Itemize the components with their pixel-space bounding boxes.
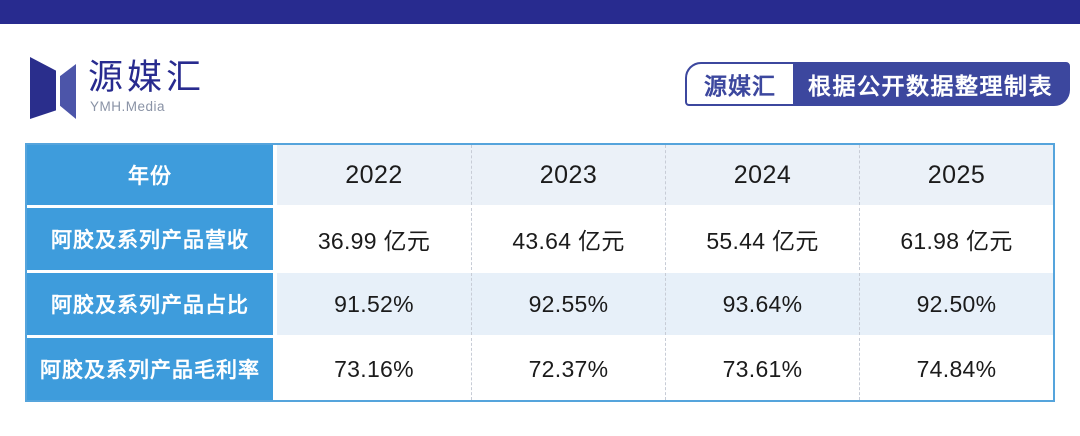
year-header-2022: 2022 [277,145,471,205]
badge-source-text: 根据公开数据整理制表 [793,64,1068,104]
revenue-2023: 43.64 亿元 [471,208,665,270]
year-header-2023: 2023 [471,145,665,205]
share-2024: 93.64% [665,273,859,335]
brand-text-block: 源媒汇 YMH.Media [88,58,205,114]
margin-2025: 74.84% [859,338,1053,400]
share-2022: 91.52% [277,273,471,335]
revenue-2025: 61.98 亿元 [859,208,1053,270]
margin-2023: 72.37% [471,338,665,400]
row-label-share: 阿胶及系列产品占比 [27,273,277,335]
year-header-2024: 2024 [665,145,859,205]
brand-logo-icon [30,57,78,121]
table-corner-header: 年份 [27,145,277,205]
share-2023: 92.55% [471,273,665,335]
row-label-gross-margin: 阿胶及系列产品毛利率 [27,338,277,400]
year-header-2025: 2025 [859,145,1053,205]
share-2025: 92.50% [859,273,1053,335]
revenue-2022: 36.99 亿元 [277,208,471,270]
brand-subtitle: YMH.Media [90,99,166,115]
revenue-2024: 55.44 亿元 [665,208,859,270]
page-header: 源媒汇 YMH.Media 源媒汇 根据公开数据整理制表 [0,24,1080,143]
row-label-revenue: 阿胶及系列产品营收 [27,208,277,270]
brand-logo: 源媒汇 YMH.Media [30,57,205,121]
logo-right-shape [60,64,76,119]
brand-name: 源媒汇 [88,58,206,97]
badge-brand-label: 源媒汇 [687,64,793,104]
data-table: 年份 2022 2023 2024 2025 阿胶及系列产品营收 36.99 亿… [25,143,1055,402]
margin-2024: 73.61% [665,338,859,400]
top-accent-bar [0,0,1080,24]
logo-left-shape [30,57,56,119]
margin-2022: 73.16% [277,338,471,400]
source-badge: 源媒汇 根据公开数据整理制表 [685,62,1070,106]
